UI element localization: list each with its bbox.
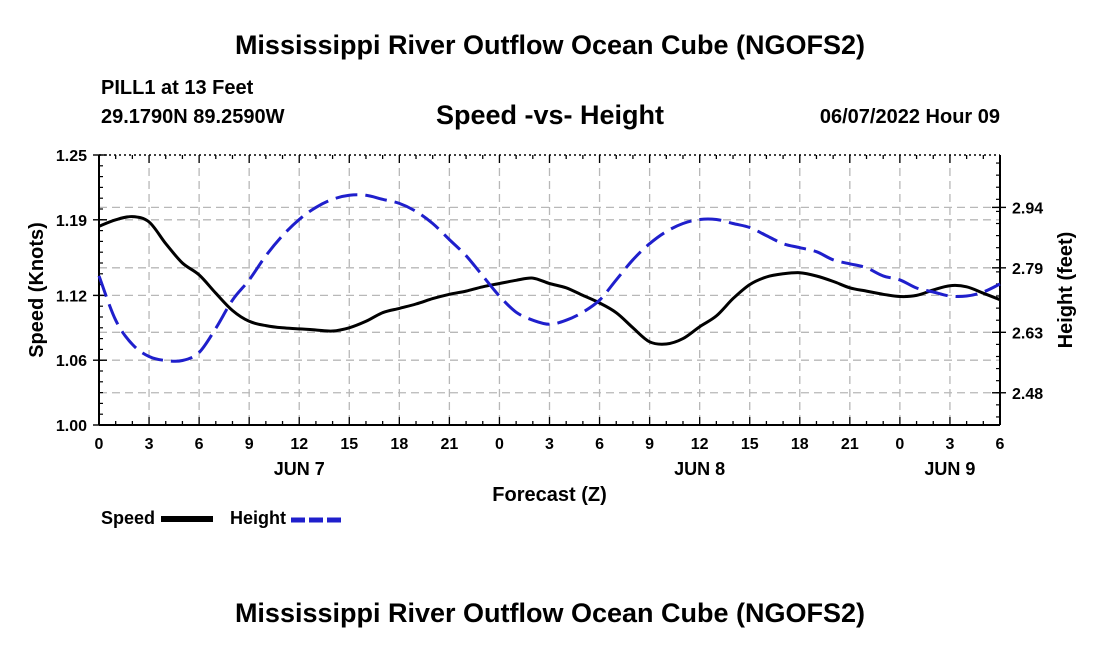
y-axis-title: Speed (Knots) — [26, 222, 48, 358]
x-tick-label: 6 — [996, 436, 1005, 453]
legend-speed-swatch — [161, 516, 213, 522]
x-axis-title: Forecast (Z) — [492, 484, 606, 506]
y-tick-label: 1.25 — [56, 148, 87, 165]
x-tick-label: 12 — [290, 436, 308, 453]
x-tick-label: 3 — [945, 436, 954, 453]
y2-tick-label: 2.94 — [1012, 200, 1043, 217]
y2-tick-label: 2.48 — [1012, 386, 1043, 403]
y-tick-label: 1.06 — [56, 353, 87, 370]
page-title: Mississippi River Outflow Ocean Cube (NG… — [234, 30, 866, 60]
y2-tick-label: 2.79 — [1012, 261, 1043, 278]
date-label: JUN 7 — [274, 459, 325, 479]
x-tick-label: 0 — [495, 436, 504, 453]
x-tick-label: 21 — [440, 436, 458, 453]
station-label: PILL1 at 13 Feet — [101, 77, 254, 99]
x-tick-label: 15 — [741, 436, 759, 453]
x-tick-label: 18 — [791, 436, 809, 453]
y2-tick-label: 2.63 — [1012, 325, 1043, 342]
x-tick-label: 21 — [841, 436, 859, 453]
x-tick-label: 6 — [595, 436, 604, 453]
legend-height-label: Height — [230, 508, 286, 528]
x-tick-label: 12 — [691, 436, 709, 453]
station-coordinates: 29.1790N 89.2590W — [101, 106, 285, 128]
x-tick-label: 6 — [195, 436, 204, 453]
y-tick-label: 1.19 — [56, 213, 87, 230]
speed-series-line — [98, 215, 1001, 346]
x-tick-label: 18 — [390, 436, 408, 453]
chart-title: Speed -vs- Height — [435, 100, 665, 130]
x-tick-label: 9 — [645, 436, 654, 453]
y2-axis-title: Height (feet) — [1055, 232, 1077, 349]
x-tick-label: 15 — [340, 436, 358, 453]
x-tick-label: 9 — [245, 436, 254, 453]
y-tick-label: 1.12 — [56, 288, 87, 305]
x-tick-label: 3 — [545, 436, 554, 453]
forecast-datetime: 06/07/2022 Hour 09 — [819, 106, 1000, 128]
date-label: JUN 8 — [674, 459, 725, 479]
x-tick-label: 0 — [895, 436, 904, 453]
y-tick-label: 1.00 — [56, 418, 87, 435]
date-label: JUN 9 — [924, 459, 975, 479]
height-series-line — [97, 193, 1001, 363]
x-tick-label: 0 — [95, 436, 104, 453]
footer-title: Mississippi River Outflow Ocean Cube (NG… — [234, 598, 866, 628]
x-tick-label: 3 — [145, 436, 154, 453]
legend-speed-label: Speed — [101, 508, 156, 528]
